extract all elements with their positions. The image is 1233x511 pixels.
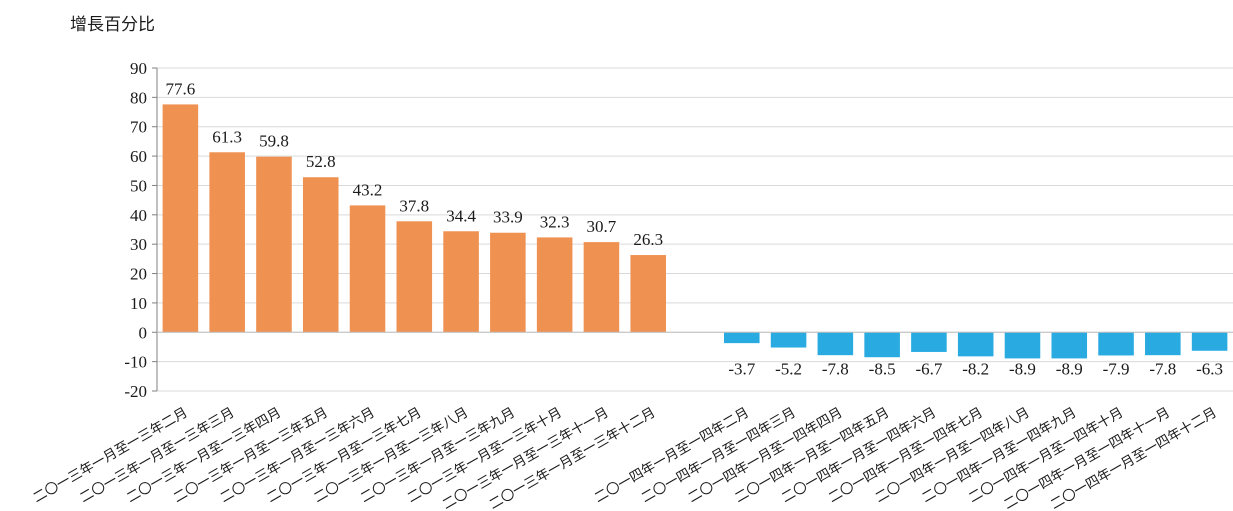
data-label: 77.6 — [166, 79, 196, 98]
data-label: -8.2 — [962, 359, 989, 378]
y-tick-label: 30 — [130, 235, 147, 254]
data-label: 26.3 — [633, 230, 663, 249]
bar — [1051, 332, 1088, 359]
bar — [349, 205, 386, 333]
data-label: 34.4 — [446, 206, 476, 225]
bar — [724, 332, 760, 344]
y-tick-label: 0 — [139, 323, 148, 342]
data-label: -8.9 — [1056, 359, 1083, 378]
data-labels: 77.6 61.3 59.8 52.8 43.2 37.8 34.4 33.9 32.3 30.7… — [166, 79, 1224, 378]
y-tick-label: 80 — [130, 88, 147, 107]
data-label: -8.5 — [869, 359, 896, 378]
bar — [770, 332, 807, 348]
y-tick-label: 90 — [130, 59, 147, 78]
data-label: 33.9 — [493, 208, 523, 227]
bar — [536, 237, 573, 333]
data-label: 43.2 — [353, 180, 383, 199]
bar — [911, 332, 947, 352]
y-tick-label: -20 — [124, 382, 147, 401]
y-tick-label: 40 — [130, 206, 147, 225]
y-tick-label: 60 — [130, 147, 147, 166]
category-labels: 二〇一三年一月至一三年二月二〇一三年一月至一三年三月二〇一三年一月至一三年四月二… — [30, 405, 1219, 511]
y-tick-label: 10 — [130, 294, 147, 313]
data-label: 59.8 — [259, 132, 289, 151]
data-label: -8.9 — [1009, 359, 1036, 378]
data-label: 61.3 — [212, 127, 242, 146]
data-label: -6.7 — [915, 359, 942, 378]
bar — [1004, 332, 1041, 359]
bar — [864, 332, 900, 358]
data-label: 52.8 — [306, 152, 336, 171]
bar — [957, 332, 994, 357]
y-tick-label: 20 — [130, 265, 147, 284]
bar — [1098, 332, 1134, 356]
bar — [396, 221, 433, 333]
data-label: -7.8 — [1149, 359, 1176, 378]
data-label: 30.7 — [587, 217, 617, 236]
bar — [1145, 332, 1181, 356]
y-tick-label: -10 — [124, 353, 147, 372]
data-label: -6.3 — [1196, 359, 1223, 378]
data-label: 32.3 — [540, 212, 570, 231]
bar — [1191, 332, 1228, 351]
bar — [583, 242, 620, 333]
data-label: -7.9 — [1103, 359, 1130, 378]
y-axis-ticks: 90 80 70 60 50 40 30 20 10 0 -10 -20 — [124, 59, 157, 401]
bars — [162, 104, 1228, 359]
y-tick-label: 50 — [130, 176, 147, 195]
bar — [256, 156, 292, 333]
bar — [490, 232, 526, 333]
bar — [162, 104, 199, 333]
bar — [817, 332, 854, 356]
data-label: 37.8 — [399, 196, 429, 215]
bar — [209, 152, 245, 333]
data-label: -7.8 — [822, 359, 849, 378]
axes — [156, 68, 1233, 391]
bar — [630, 255, 666, 333]
y-tick-label: 70 — [130, 118, 147, 137]
bar — [443, 231, 479, 333]
data-label: -5.2 — [775, 359, 802, 378]
data-label: -3.7 — [728, 359, 755, 378]
bar — [302, 177, 339, 333]
y-axis-title: 增長百分比 — [70, 15, 155, 35]
